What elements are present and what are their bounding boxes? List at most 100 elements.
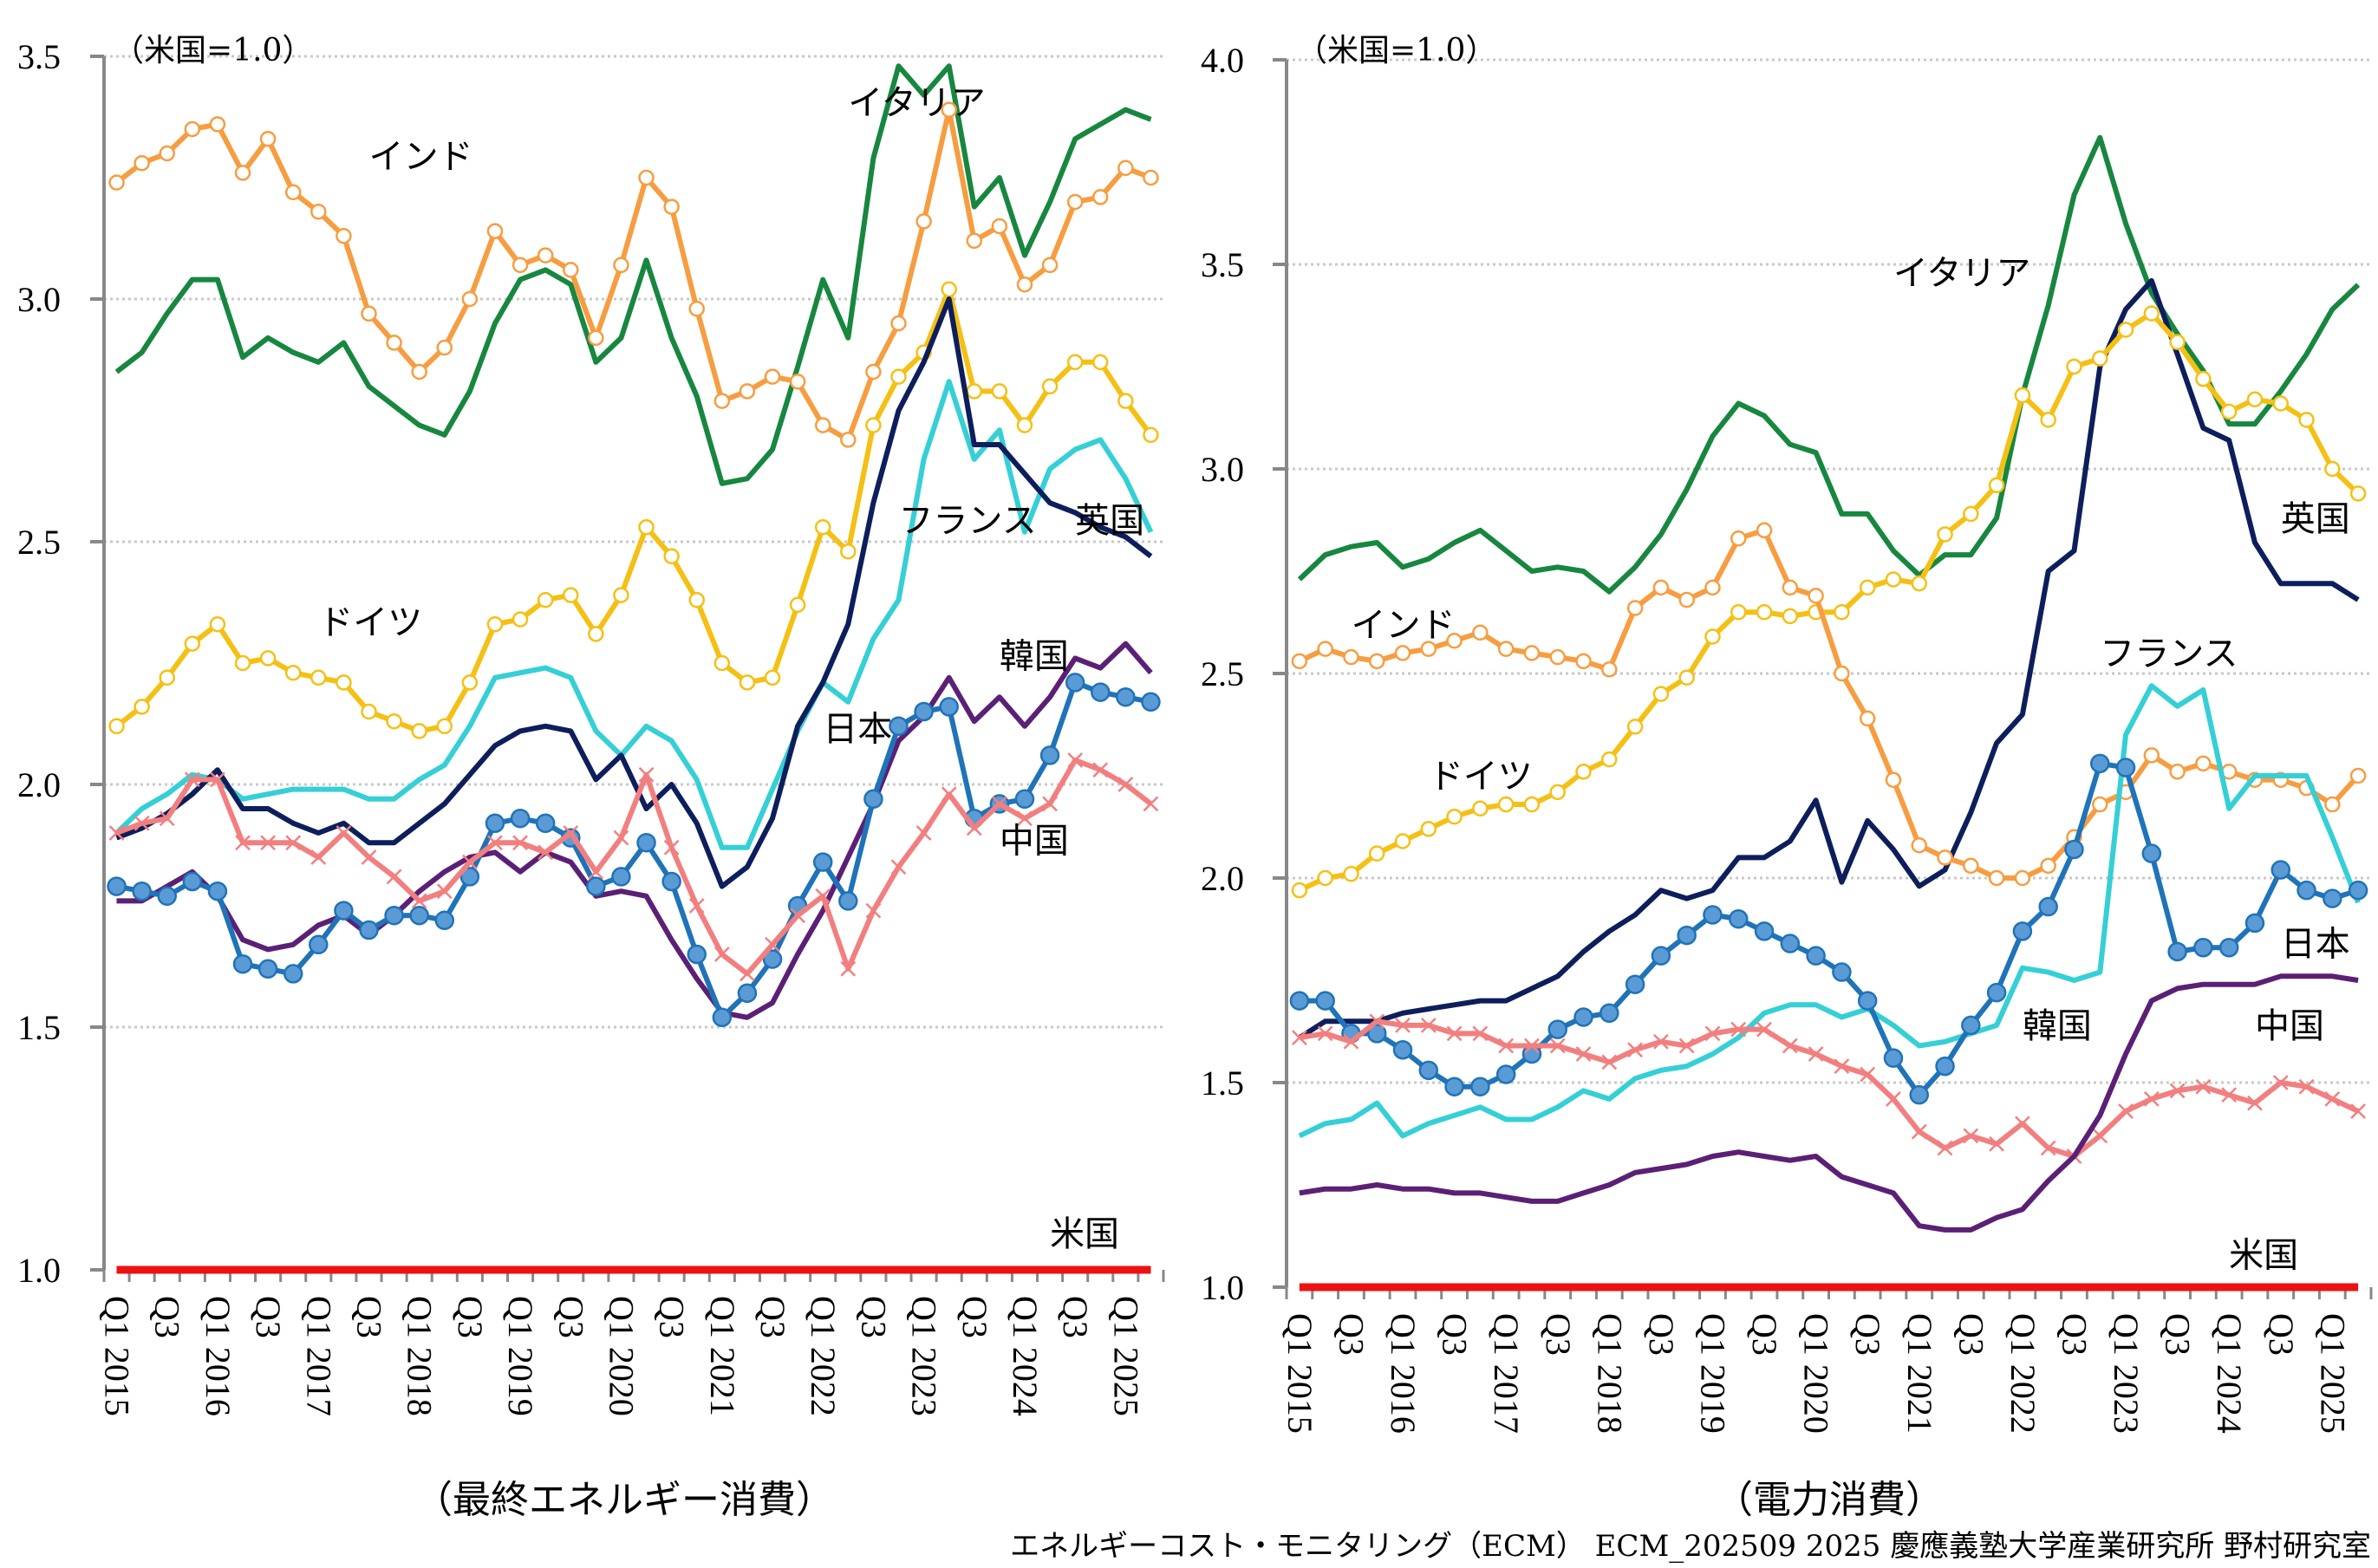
series-日本: 日本 <box>1289 753 2368 1105</box>
x-tick-label: Q1 2015 <box>98 1296 137 1416</box>
data-point <box>108 825 125 841</box>
data-point <box>361 849 377 865</box>
data-point <box>386 869 402 885</box>
series-label: 英国 <box>1075 501 1144 541</box>
data-point <box>1963 1128 1979 1144</box>
data-point <box>1885 771 1902 788</box>
data-point <box>2298 1078 2315 1095</box>
series-label: 米国 <box>1050 1214 1119 1254</box>
data-point <box>184 635 201 652</box>
x-tick-label: Q1 2022 <box>2003 1313 2042 1434</box>
data-point <box>386 335 402 351</box>
data-point <box>485 813 505 834</box>
data-point <box>2014 387 2031 404</box>
data-point <box>157 886 177 907</box>
data-point <box>2040 412 2056 428</box>
data-point <box>1937 849 1953 866</box>
data-point <box>1143 426 1159 444</box>
data-point <box>1472 1025 1489 1042</box>
data-point <box>537 247 554 264</box>
data-point <box>762 949 783 969</box>
y-tick-label: 3.5 <box>17 37 61 76</box>
series-line <box>1298 277 2360 1040</box>
data-point <box>739 674 756 691</box>
data-point <box>814 417 831 433</box>
series-label: インド <box>1351 606 1455 646</box>
y-tick-label: 2.0 <box>1201 859 1244 898</box>
data-point <box>1317 641 1333 657</box>
data-point <box>1497 796 1515 813</box>
data-point <box>1092 354 1109 371</box>
data-point <box>210 771 225 788</box>
data-point <box>1143 796 1159 812</box>
data-point <box>865 363 882 381</box>
data-point <box>1343 866 1359 882</box>
chart-final-energy: 1.0 1.5 2.0 2.5 3.0 3.5 Q1 2015 Q3 Q1 2016 Q3 Q1 2… <box>17 33 1165 1522</box>
series-中国: 中国 <box>1292 1006 2366 1164</box>
series-フランス: フランス <box>114 379 1154 850</box>
x-tick-label: Q3 <box>2262 1313 2301 1356</box>
data-point <box>2064 839 2084 860</box>
data-point <box>234 654 251 672</box>
data-point <box>409 905 429 926</box>
data-point <box>1911 836 1927 854</box>
data-point <box>713 654 731 672</box>
data-point <box>259 130 277 147</box>
data-point <box>436 339 453 356</box>
data-point <box>1911 575 1927 592</box>
series-label: フランス <box>899 501 1037 541</box>
data-point <box>1601 1054 1618 1070</box>
series-label: インド <box>369 137 473 177</box>
series-イタリア: イタリア <box>1297 134 2361 595</box>
data-point <box>991 383 1008 400</box>
data-point <box>2090 753 2110 774</box>
x-tick-label: Q1 2017 <box>1487 1313 1526 1434</box>
data-point <box>1885 571 1902 588</box>
data-point <box>2092 796 2108 813</box>
data-point <box>1016 417 1033 433</box>
x-tick-label: Q1 2018 <box>401 1296 440 1416</box>
data-point <box>1394 833 1411 849</box>
data-point <box>461 674 479 691</box>
data-point <box>1909 1084 1929 1105</box>
data-point <box>1092 762 1109 778</box>
data-point <box>1730 603 1747 621</box>
data-point <box>1444 1077 1464 1096</box>
data-point <box>2169 1083 2186 1099</box>
data-point <box>1730 1021 1747 1038</box>
data-point <box>1039 745 1060 765</box>
data-point <box>1065 673 1085 693</box>
data-point <box>2298 412 2315 428</box>
data-point <box>1066 354 1084 371</box>
x-tick-label: Q3 <box>753 1296 792 1338</box>
data-point <box>1343 648 1359 666</box>
data-point <box>914 701 934 722</box>
data-point <box>1470 1077 1490 1096</box>
data-point <box>159 810 175 827</box>
x-tick-label: Q1 2019 <box>501 1296 540 1416</box>
data-point <box>2349 485 2367 502</box>
data-point <box>2218 937 2239 958</box>
data-point <box>991 218 1008 235</box>
data-point <box>663 839 680 856</box>
data-point <box>1092 189 1109 205</box>
data-point <box>1066 193 1084 211</box>
series-line <box>115 296 1153 889</box>
data-point <box>1935 1056 1955 1077</box>
data-point <box>260 835 277 851</box>
data-point <box>1704 1025 1721 1042</box>
data-point <box>510 808 531 829</box>
data-point <box>863 789 883 810</box>
data-point <box>588 863 604 880</box>
data-point <box>1653 1033 1669 1050</box>
data-point <box>1573 1007 1593 1027</box>
x-tick-label: Q3 <box>1056 1296 1095 1338</box>
data-point <box>336 674 352 691</box>
data-point <box>840 432 857 448</box>
data-point <box>1756 603 1773 621</box>
x-tick-label: Q3 <box>2055 1313 2094 1356</box>
data-point <box>1495 1064 1516 1084</box>
data-point <box>2118 1103 2134 1119</box>
data-point <box>461 854 478 870</box>
data-point <box>259 650 277 667</box>
